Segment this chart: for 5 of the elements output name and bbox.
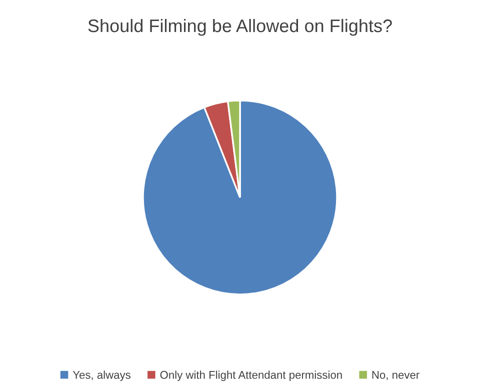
legend-label: Yes, always: [72, 370, 130, 381]
legend-label: No, never: [372, 371, 420, 380]
pie-slice: [142, 100, 338, 296]
legend-label: Only with Flight Attendant permission: [160, 370, 342, 381]
chart-title: Should Filming be Allowed on Flights?: [88, 18, 392, 36]
